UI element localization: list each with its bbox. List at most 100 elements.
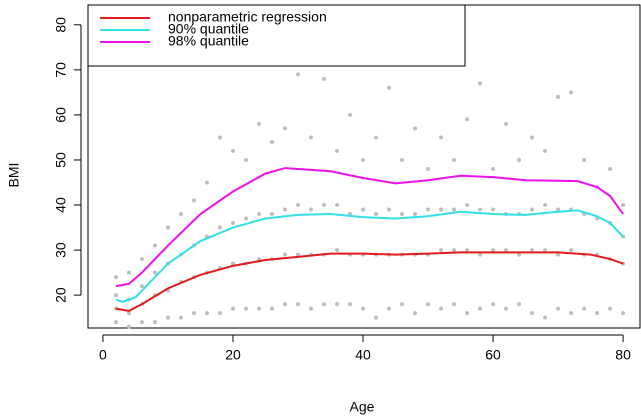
point	[139, 257, 144, 262]
point	[400, 302, 405, 307]
points	[113, 72, 626, 329]
point	[478, 81, 483, 86]
point	[543, 203, 548, 208]
point	[113, 293, 118, 298]
x-tick-label: 0	[99, 347, 107, 363]
point	[439, 135, 444, 140]
point	[452, 207, 457, 212]
legend-label: nonparametric regression	[168, 9, 327, 25]
point	[439, 207, 444, 212]
point	[595, 311, 600, 316]
point	[165, 315, 170, 320]
point	[217, 135, 222, 140]
point	[504, 248, 509, 253]
point	[374, 135, 379, 140]
point	[256, 306, 261, 311]
point	[556, 207, 561, 212]
line-series	[115, 167, 624, 288]
point	[322, 76, 327, 81]
legend-label: 90% quantile	[168, 21, 249, 37]
point	[374, 315, 379, 320]
point	[230, 148, 235, 153]
point	[139, 320, 144, 325]
point	[283, 252, 288, 257]
point	[543, 315, 548, 320]
point	[243, 306, 248, 311]
point	[621, 203, 626, 208]
point	[191, 198, 196, 203]
y-axis-label: BMI	[6, 163, 22, 188]
y-tick-label: 30	[53, 242, 69, 258]
point	[400, 157, 405, 162]
point	[426, 302, 431, 307]
y-tick-label: 60	[53, 107, 69, 123]
point	[582, 306, 587, 311]
point	[335, 148, 340, 153]
point	[361, 207, 366, 212]
x-tick-label: 20	[225, 347, 241, 363]
point	[465, 248, 470, 253]
point	[217, 311, 222, 316]
point	[556, 94, 561, 99]
point	[165, 225, 170, 230]
point	[270, 139, 274, 144]
point	[335, 302, 340, 307]
point	[204, 311, 209, 316]
legend-box	[87, 4, 466, 67]
point	[530, 207, 535, 212]
point	[348, 112, 353, 117]
point	[387, 85, 392, 90]
point	[491, 302, 496, 307]
point	[530, 135, 535, 140]
legend-label: 98% quantile	[168, 33, 249, 49]
y-tick-label: 50	[53, 152, 69, 168]
point	[426, 166, 431, 171]
line-series	[115, 209, 624, 303]
x-tick-label: 60	[485, 347, 501, 363]
point	[361, 157, 366, 162]
point	[283, 126, 288, 131]
point	[217, 225, 222, 230]
point	[413, 311, 418, 316]
point	[335, 203, 340, 208]
point	[296, 252, 301, 257]
point	[465, 311, 470, 316]
point	[309, 306, 314, 311]
point	[569, 248, 574, 253]
point	[309, 207, 314, 212]
point	[413, 126, 418, 131]
y-tick-label: 80	[53, 17, 69, 33]
point	[178, 212, 183, 217]
point	[113, 320, 118, 325]
point	[491, 166, 496, 171]
point	[439, 248, 444, 253]
point	[400, 212, 405, 217]
x-tick-label: 80	[615, 347, 631, 363]
x-tick-label: 40	[355, 347, 371, 363]
point	[465, 203, 470, 208]
point	[191, 311, 196, 316]
point	[439, 306, 444, 311]
point	[243, 216, 248, 221]
point	[387, 306, 392, 311]
point	[204, 180, 209, 185]
point	[452, 157, 457, 162]
point	[152, 270, 157, 275]
point	[452, 248, 457, 253]
point	[517, 157, 522, 162]
point	[230, 261, 235, 266]
point	[491, 248, 496, 253]
y-tick-label: 40	[53, 197, 69, 213]
point	[608, 166, 613, 171]
point	[491, 207, 496, 212]
point	[230, 221, 235, 226]
point	[361, 306, 366, 311]
point	[504, 121, 509, 126]
point	[178, 315, 183, 320]
point	[569, 90, 574, 95]
point	[322, 302, 327, 307]
point	[296, 203, 301, 208]
point	[543, 248, 548, 253]
point	[126, 324, 131, 329]
